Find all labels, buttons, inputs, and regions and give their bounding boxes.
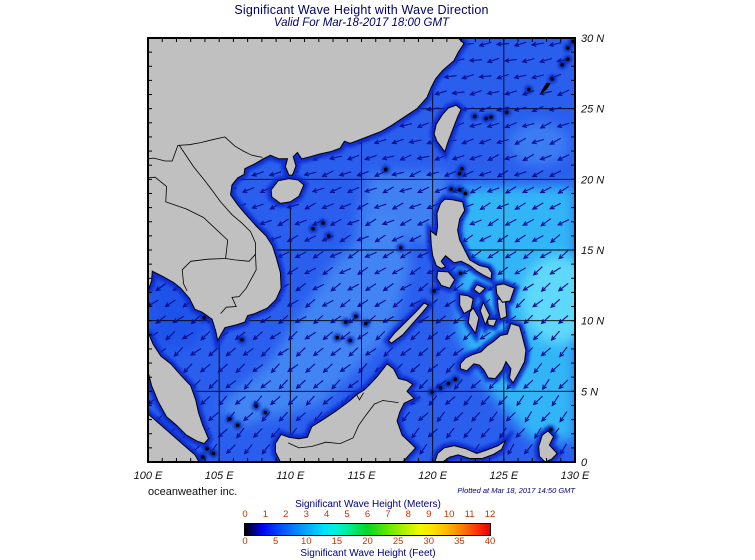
meters-tick: 0 — [242, 509, 248, 520]
meters-tick: 3 — [303, 509, 309, 520]
wave-height-colorbar — [244, 523, 491, 536]
small-islands — [200, 39, 575, 459]
meters-tick: 12 — [484, 509, 496, 520]
meters-tick: 9 — [426, 509, 432, 520]
lat-label: 15 N — [581, 245, 604, 257]
meters-tick: 11 — [464, 509, 475, 520]
lat-label: 20 N — [580, 174, 604, 186]
oceanweather-branding: oceanweather inc. — [148, 486, 238, 498]
feet-tick: 25 — [392, 536, 404, 547]
feet-tick: 30 — [423, 536, 435, 547]
colorbar-feet-label: Significant Wave Height (Feet) — [300, 548, 436, 559]
page-title: Significant Wave Height with Wave Direct… — [234, 3, 489, 17]
lat-label: 25 N — [580, 104, 604, 116]
feet-tick: 35 — [454, 536, 465, 547]
lon-label: 100 E — [134, 470, 163, 482]
meters-tick: 2 — [283, 509, 289, 520]
colorbar-meters-ticks: 0 1 2 3 4 5 6 7 8 9 10 11 12 — [242, 509, 495, 520]
meters-tick: 10 — [443, 509, 455, 520]
country-borders — [148, 136, 399, 449]
lon-label: 105 E — [205, 470, 234, 482]
lon-label: 120 E — [418, 470, 447, 482]
map-sea-layer — [148, 38, 575, 462]
lat-label: 5 N — [581, 386, 598, 398]
lon-label: 130 E — [561, 470, 590, 482]
meters-tick: 7 — [385, 509, 391, 520]
lat-label: 0 — [581, 457, 588, 469]
meters-tick: 1 — [262, 509, 269, 520]
lat-label: 30 N — [581, 33, 604, 45]
colorbar-meters-label: Significant Wave Height (Meters) — [295, 499, 441, 510]
feet-tick: 5 — [272, 536, 279, 547]
degree-ticks — [148, 38, 575, 462]
feet-tick: 20 — [362, 536, 373, 547]
lon-label: 125 E — [489, 470, 518, 482]
feet-tick: 0 — [242, 536, 248, 547]
land-masses — [148, 38, 558, 462]
lat-label: 10 N — [581, 316, 604, 328]
feet-tick: 15 — [331, 536, 343, 547]
meters-tick: 8 — [405, 509, 411, 520]
meters-tick: 5 — [344, 509, 350, 520]
lon-label: 110 E — [276, 470, 305, 482]
meters-tick: 6 — [364, 509, 371, 520]
feet-tick: 40 — [484, 536, 496, 547]
plotted-timestamp: Plotted at Mar 18, 2017 14:50 GMT — [457, 486, 575, 495]
colorbar-feet-ticks: 0 5 10 15 20 25 30 35 40 — [242, 536, 495, 547]
valid-time-subtitle: Valid For Mar-18-2017 18:00 GMT — [273, 17, 450, 29]
lon-label: 115 E — [348, 470, 377, 482]
meters-tick: 4 — [324, 509, 330, 520]
feet-tick: 10 — [300, 536, 312, 547]
